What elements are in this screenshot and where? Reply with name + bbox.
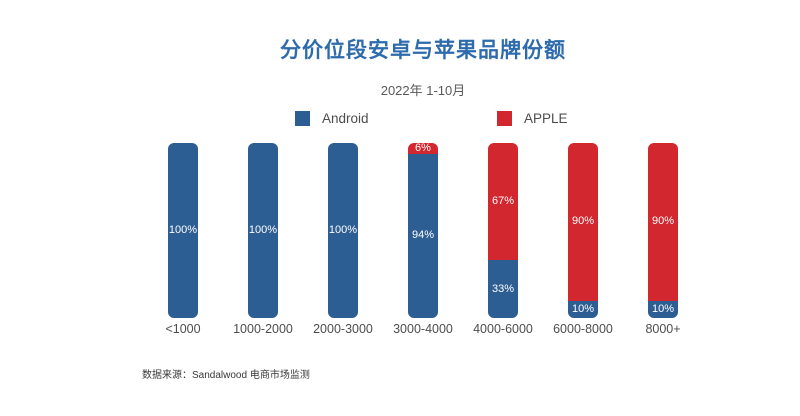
bar-segment-android: 94% <box>408 153 438 318</box>
legend-item-android: Android <box>295 111 369 126</box>
chart-title: 分价位段安卓与苹果品牌份额 <box>280 39 566 62</box>
segment-value-label: 33% <box>491 282 515 295</box>
bar-segment-android: 33% <box>488 260 518 318</box>
legend: Android APPLE <box>143 111 703 129</box>
stacked-bar: 100% <box>248 143 278 318</box>
segment-value-label: 67% <box>491 195 515 208</box>
segment-value-label: 100% <box>328 224 358 236</box>
x-axis-labels: <1000 1000-2000 2000-3000 3000-4000 4000-600… <box>143 322 703 336</box>
chart-subtitle: 2022年 1-10月 <box>380 83 466 98</box>
x-axis-label: 8000+ <box>645 322 681 336</box>
x-axis-label: 3000-4000 <box>393 322 453 336</box>
x-axis-label: 6000-8000 <box>553 322 613 336</box>
stacked-bar: 67% 33% <box>488 143 518 318</box>
segment-value-label: 90% <box>571 215 595 228</box>
bar-column-6000-8000: 90% 10% <box>543 143 623 318</box>
stacked-bar: 100% <box>168 143 198 318</box>
bar-segment-apple: 67% <box>488 143 518 261</box>
bar-segment-android: 100% <box>168 143 198 318</box>
stacked-bar: 100% <box>328 143 358 318</box>
bar-segment-apple: 90% <box>568 143 598 301</box>
segment-value-label: 94% <box>411 229 435 242</box>
bar-column-8000+: 90% 10% <box>623 143 703 318</box>
stacked-bar: 90% 10% <box>648 143 678 318</box>
stacked-bar: 6% 94% <box>408 143 438 318</box>
bar-segment-apple: 6% <box>408 143 438 154</box>
bar-segment-apple: 90% <box>648 143 678 301</box>
android-color-swatch-icon <box>295 111 310 126</box>
stacked-bar: 90% 10% <box>568 143 598 318</box>
segment-value-label: 6% <box>415 143 431 154</box>
bar-segment-android: 100% <box>328 143 358 318</box>
legend-label-android: Android <box>322 111 369 126</box>
x-axis-label: <1000 <box>165 322 201 336</box>
bar-column-3000-4000: 6% 94% <box>383 143 463 318</box>
legend-item-apple: APPLE <box>497 111 568 126</box>
x-axis-label: 1000-2000 <box>233 322 293 336</box>
segment-value-label: 10% <box>571 302 595 315</box>
segment-value-label: 100% <box>248 224 278 236</box>
segment-value-label: 100% <box>168 224 198 236</box>
bar-column-<1000: 100% <box>143 143 223 318</box>
segment-value-label: 10% <box>651 302 675 315</box>
data-source-note: 数据来源：Sandalwood 电商市场监测 <box>142 370 310 381</box>
x-axis-label: 2000-3000 <box>313 322 373 336</box>
bar-column-2000-3000: 100% <box>303 143 383 318</box>
bar-segment-android: 10% <box>648 300 678 318</box>
legend-label-apple: APPLE <box>524 111 568 126</box>
segment-value-label: 90% <box>651 215 675 228</box>
apple-color-swatch-icon <box>497 111 512 126</box>
bar-segment-android: 10% <box>568 300 598 318</box>
x-axis-label: 4000-6000 <box>473 322 533 336</box>
bar-column-1000-2000: 100% <box>223 143 303 318</box>
bar-segment-android: 100% <box>248 143 278 318</box>
bar-column-4000-6000: 67% 33% <box>463 143 543 318</box>
bar-plot-area: 100% 100% 100% 6% 94% 67% 33% 90% 10% 90% 10% <box>143 143 703 318</box>
